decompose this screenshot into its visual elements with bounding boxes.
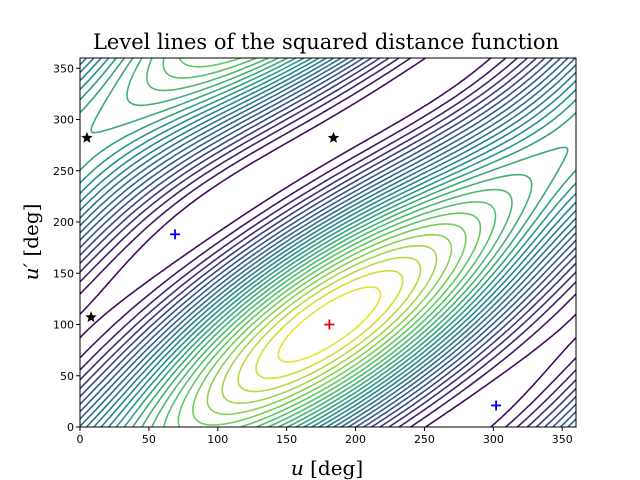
saddle-marker <box>81 131 93 143</box>
contour-level <box>277 286 382 363</box>
x-tick-label: 300 <box>483 433 504 446</box>
contour-level <box>80 58 576 427</box>
y-tick-label: 50 <box>60 370 74 383</box>
x-tick-label: 0 <box>77 433 84 446</box>
y-tick-label: 100 <box>53 319 74 332</box>
contour-level <box>237 256 422 393</box>
x-tick-label: 150 <box>276 433 297 446</box>
contour-lines <box>80 58 576 427</box>
y-tick-label: 300 <box>53 114 74 127</box>
contour-level <box>221 245 438 404</box>
contour-level <box>146 58 513 427</box>
saddle-marker <box>85 311 97 323</box>
contour-level <box>162 58 497 427</box>
y-tick-label: 350 <box>53 62 74 75</box>
contour-level <box>80 58 576 427</box>
contour-level <box>80 58 576 427</box>
y-tick-label: 0 <box>67 421 74 434</box>
contour-level <box>80 58 576 427</box>
x-tick-label: 50 <box>142 433 156 446</box>
contour-level <box>80 58 576 427</box>
y-axis-label: u′ [deg] <box>19 204 43 281</box>
contour-level <box>80 58 576 427</box>
y-axis-ticks: 0 50 100 150 200 250 300 350 <box>53 62 80 434</box>
contour-level <box>80 58 576 427</box>
y-tick-label: 250 <box>53 165 74 178</box>
contour-level <box>80 58 576 427</box>
contour-level <box>255 269 404 380</box>
y-tick-label: 200 <box>53 216 74 229</box>
y-tick-label: 150 <box>53 267 74 280</box>
x-tick-label: 100 <box>207 433 228 446</box>
contour-level <box>80 58 576 427</box>
critical-point-markers <box>81 131 502 411</box>
contour-level <box>80 58 576 427</box>
chart-title: Level lines of the squared distance func… <box>93 30 559 54</box>
minimum-marker <box>170 229 181 240</box>
contour-level <box>177 58 482 427</box>
x-tick-label: 250 <box>414 433 435 446</box>
maximum-marker <box>324 319 335 330</box>
saddle-marker <box>327 131 340 143</box>
contour-level <box>126 58 533 427</box>
x-tick-label: 200 <box>345 433 366 446</box>
x-axis-label: u [deg] <box>291 456 363 480</box>
x-axis-ticks: 0 50 100 150 200 250 300 350 <box>77 427 573 446</box>
minimum-marker <box>491 400 502 411</box>
x-tick-label: 350 <box>552 433 573 446</box>
plot-frame <box>79 57 577 428</box>
contour-level <box>206 233 453 416</box>
contour-level <box>192 223 467 426</box>
contour-level <box>80 58 576 427</box>
